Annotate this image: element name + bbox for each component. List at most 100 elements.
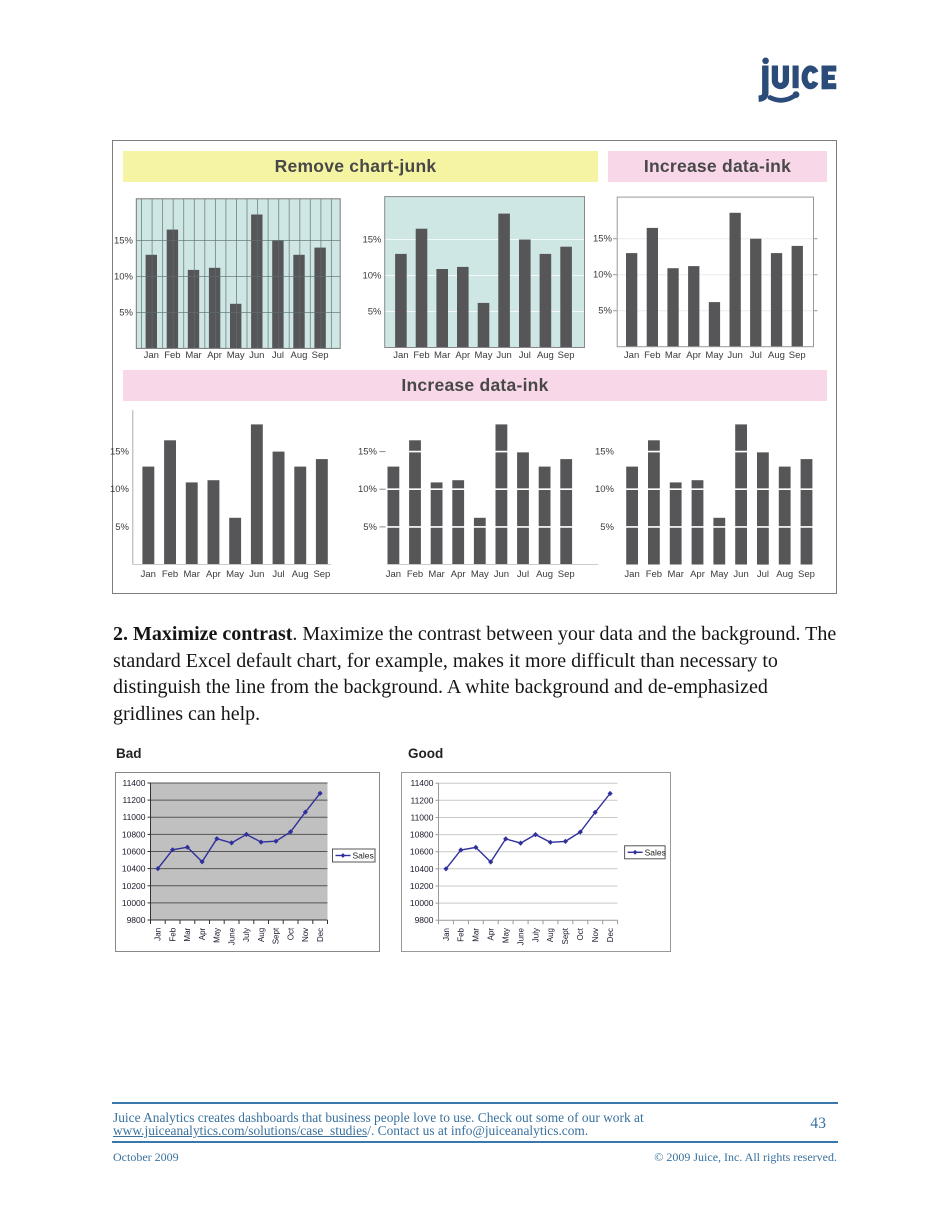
svg-text:11000: 11000 (410, 812, 433, 822)
svg-text:Sales: Sales (352, 851, 373, 861)
svg-text:Feb: Feb (164, 350, 180, 361)
svg-text:Aug: Aug (256, 928, 265, 942)
svg-text:May: May (475, 350, 493, 361)
svg-text:10000: 10000 (121, 898, 145, 908)
svg-text:Jul: Jul (517, 569, 529, 580)
svg-text:15%: 15% (358, 447, 378, 458)
svg-text:May: May (227, 350, 245, 361)
svg-text:Apr: Apr (690, 569, 705, 580)
svg-text:10%: 10% (110, 484, 130, 495)
svg-text:Jul: Jul (272, 569, 284, 580)
svg-text:Dec: Dec (315, 928, 324, 942)
svg-text:15%: 15% (114, 235, 134, 246)
svg-text:Mar: Mar (183, 927, 192, 941)
svg-text:Jun: Jun (249, 569, 264, 580)
svg-text:May: May (705, 350, 723, 361)
svg-text:July: July (242, 928, 251, 942)
svg-text:Aug: Aug (546, 928, 555, 942)
svg-text:Apr: Apr (206, 569, 221, 580)
svg-text:15%: 15% (593, 234, 613, 245)
svg-text:Apr: Apr (207, 350, 222, 361)
svg-text:15%: 15% (362, 235, 382, 246)
svg-text:10800: 10800 (410, 829, 434, 839)
svg-text:Aug: Aug (292, 569, 309, 580)
svg-text:Oct: Oct (576, 927, 585, 940)
svg-text:Jun: Jun (496, 350, 511, 361)
svg-text:10%: 10% (362, 271, 382, 282)
svg-text:10200: 10200 (410, 881, 434, 891)
svg-text:10600: 10600 (121, 847, 145, 857)
svg-text:11400: 11400 (122, 778, 145, 788)
svg-text:Apr: Apr (487, 927, 496, 940)
svg-text:Apr: Apr (455, 350, 470, 361)
svg-text:Sept: Sept (561, 927, 570, 944)
svg-text:Mar: Mar (428, 569, 444, 580)
svg-text:Jan: Jan (624, 350, 639, 361)
svg-text:Aug: Aug (776, 569, 793, 580)
svg-text:10600: 10600 (410, 846, 434, 856)
svg-text:11200: 11200 (410, 795, 433, 805)
svg-text:10%: 10% (595, 484, 615, 495)
svg-text:Jul: Jul (750, 350, 762, 361)
svg-text:Jun: Jun (733, 569, 748, 580)
svg-text:10%: 10% (358, 484, 378, 495)
svg-text:Sep: Sep (558, 350, 575, 361)
svg-text:Sep: Sep (312, 350, 329, 361)
svg-text:May: May (471, 569, 489, 580)
svg-text:10800: 10800 (121, 829, 145, 839)
svg-text:Nov: Nov (301, 928, 310, 942)
svg-text:Aug: Aug (291, 350, 308, 361)
svg-text:Sep: Sep (558, 569, 575, 580)
svg-text:Jun: Jun (727, 350, 742, 361)
svg-text:10000: 10000 (410, 898, 434, 908)
svg-text:5%: 5% (363, 522, 377, 533)
svg-text:11200: 11200 (122, 795, 145, 805)
svg-text:Jun: Jun (494, 569, 509, 580)
svg-text:Mar: Mar (185, 350, 201, 361)
svg-text:10%: 10% (114, 271, 134, 282)
svg-text:Jun: Jun (249, 350, 264, 361)
svg-text:Nov: Nov (591, 928, 600, 942)
svg-text:5%: 5% (368, 307, 382, 318)
svg-text:Jul: Jul (272, 350, 284, 361)
svg-text:Sep: Sep (789, 350, 806, 361)
svg-text:Aug: Aug (768, 350, 785, 361)
svg-text:June: June (516, 927, 525, 945)
svg-text:9800: 9800 (126, 915, 145, 925)
svg-text:11400: 11400 (410, 778, 433, 788)
svg-text:15%: 15% (110, 447, 130, 458)
svg-text:May: May (710, 569, 728, 580)
svg-text:Jul: Jul (519, 350, 531, 361)
svg-text:Mar: Mar (472, 927, 481, 941)
svg-text:5%: 5% (598, 306, 612, 317)
svg-text:Feb: Feb (407, 569, 423, 580)
svg-text:10200: 10200 (121, 881, 145, 891)
svg-text:Apr: Apr (451, 569, 466, 580)
svg-text:Aug: Aug (537, 350, 554, 361)
svg-text:Oct: Oct (286, 927, 295, 940)
svg-text:Jul: Jul (757, 569, 769, 580)
svg-text:Feb: Feb (646, 569, 662, 580)
svg-text:May: May (226, 569, 244, 580)
svg-text:Sales: Sales (645, 847, 666, 857)
svg-text:10400: 10400 (121, 864, 145, 874)
svg-text:Sept: Sept (271, 927, 280, 944)
svg-text:Jan: Jan (393, 350, 408, 361)
svg-text:10400: 10400 (410, 864, 434, 874)
svg-text:9800: 9800 (415, 915, 434, 925)
svg-text:Feb: Feb (457, 927, 466, 941)
svg-text:Mar: Mar (668, 569, 684, 580)
svg-text:Feb: Feb (162, 569, 178, 580)
svg-text:15%: 15% (595, 447, 615, 458)
svg-text:Jan: Jan (624, 569, 639, 580)
svg-text:Dec: Dec (606, 928, 615, 942)
svg-text:Jan: Jan (141, 569, 156, 580)
svg-text:Mar: Mar (665, 350, 681, 361)
svg-text:11000: 11000 (122, 812, 145, 822)
svg-text:Sep: Sep (313, 569, 330, 580)
svg-text:Feb: Feb (413, 350, 429, 361)
svg-text:Jan: Jan (442, 928, 451, 941)
svg-text:Jan: Jan (386, 569, 401, 580)
svg-text:May: May (502, 928, 511, 943)
svg-text:Apr: Apr (197, 927, 206, 940)
